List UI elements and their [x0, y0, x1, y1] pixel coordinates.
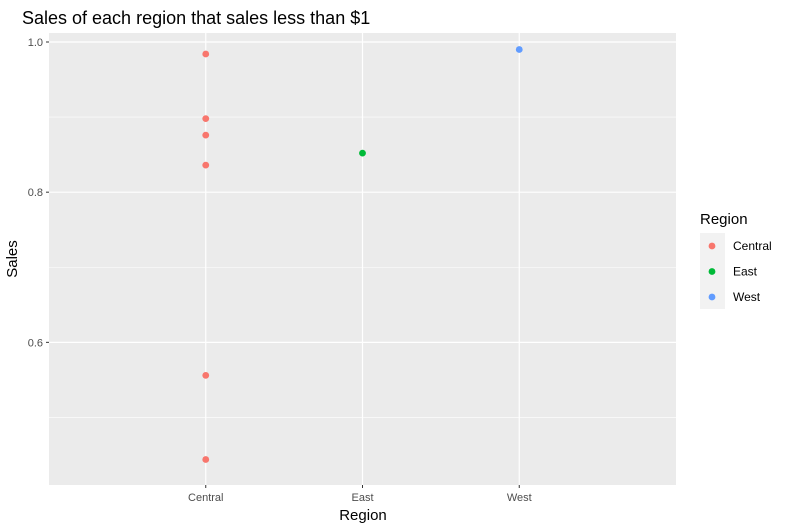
legend-label-west: West [733, 290, 761, 304]
legend: Region Central East West [700, 211, 772, 309]
y-axis: 0.6 0.8 1.0 [28, 37, 49, 349]
y-axis-title: Sales [4, 240, 21, 278]
y-tick-label: 1.0 [28, 37, 43, 49]
legend-key-central [708, 242, 716, 250]
data-point-east [359, 149, 366, 157]
x-tick-label: Central [188, 492, 223, 504]
legend-label-east: East [733, 265, 758, 279]
data-point-central [202, 115, 210, 122]
data-point-west [515, 46, 523, 53]
data-point-central [202, 50, 210, 58]
chart-title: Sales of each region that sales less tha… [22, 8, 370, 28]
y-tick-label: 0.6 [28, 337, 43, 349]
x-axis-title: Region [339, 507, 387, 524]
legend-title: Region [700, 211, 748, 228]
x-tick-label: East [351, 492, 373, 504]
legend-key-west [708, 293, 716, 301]
data-point-central [202, 456, 210, 463]
data-point-central [202, 161, 210, 169]
data-point-central [202, 131, 210, 139]
y-tick-label: 0.8 [28, 187, 43, 199]
legend-key-east [708, 268, 716, 275]
data-points [202, 46, 523, 463]
x-axis: Central East West [188, 485, 532, 504]
major-gridlines [49, 33, 676, 485]
data-point-central [202, 371, 210, 379]
x-tick-label: West [507, 492, 532, 504]
legend-label-central: Central [733, 239, 772, 253]
